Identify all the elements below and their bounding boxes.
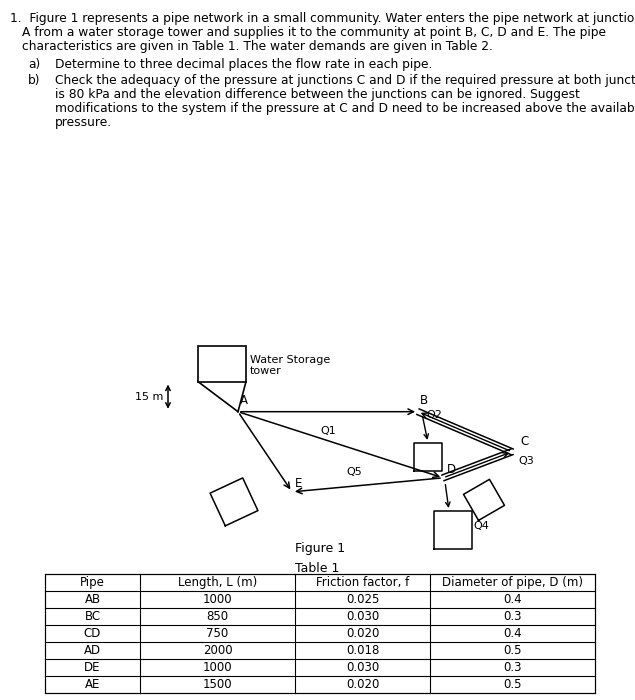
Text: is 80 kPa and the elevation difference between the junctions can be ignored. Sug: is 80 kPa and the elevation difference b… — [55, 88, 580, 101]
Text: 2000: 2000 — [203, 644, 232, 657]
Text: 0.025: 0.025 — [346, 593, 379, 606]
Text: 1000: 1000 — [203, 661, 232, 674]
Text: A: A — [240, 393, 248, 407]
Text: modifications to the system if the pressure at C and D need to be increased abov: modifications to the system if the press… — [55, 102, 635, 116]
Text: Figure 1: Figure 1 — [295, 542, 345, 555]
Text: Friction factor, f: Friction factor, f — [316, 575, 409, 589]
Text: Length, L (m): Length, L (m) — [178, 575, 257, 589]
Text: Table 1: Table 1 — [295, 561, 339, 575]
Text: AE: AE — [85, 678, 100, 691]
Text: Q1: Q1 — [320, 426, 336, 435]
Text: 0.5: 0.5 — [504, 644, 522, 657]
Text: Water Storage
tower: Water Storage tower — [250, 355, 330, 376]
Text: 0.4: 0.4 — [503, 593, 522, 606]
Text: E: E — [295, 477, 302, 490]
Bar — [198, 346, 246, 382]
Bar — [45, 573, 595, 693]
Text: 0.030: 0.030 — [346, 661, 379, 674]
Text: 1000: 1000 — [203, 593, 232, 606]
Text: 0.018: 0.018 — [346, 644, 379, 657]
Text: 1500: 1500 — [203, 678, 232, 691]
Text: Q2: Q2 — [426, 410, 442, 420]
Text: B: B — [420, 393, 428, 407]
Text: 0.3: 0.3 — [504, 610, 522, 623]
Text: A from a water storage tower and supplies it to the community at point B, C, D a: A from a water storage tower and supplie… — [22, 26, 606, 39]
Text: pressure.: pressure. — [55, 116, 112, 130]
Text: Q3: Q3 — [518, 456, 534, 466]
Text: 0.030: 0.030 — [346, 610, 379, 623]
Text: D: D — [447, 463, 456, 476]
Text: 0.3: 0.3 — [504, 661, 522, 674]
Text: CD: CD — [84, 626, 101, 640]
Text: Check the adequacy of the pressure at junctions C and D if the required pressure: Check the adequacy of the pressure at ju… — [55, 74, 635, 87]
Text: DE: DE — [84, 661, 101, 674]
Text: AD: AD — [84, 644, 101, 657]
Text: Q5: Q5 — [347, 467, 363, 477]
Text: BC: BC — [84, 610, 100, 623]
Text: Q4: Q4 — [473, 521, 489, 531]
Text: 15 m: 15 m — [135, 392, 163, 402]
Text: C: C — [520, 435, 528, 448]
Text: Pipe: Pipe — [80, 575, 105, 589]
Text: Diameter of pipe, D (m): Diameter of pipe, D (m) — [442, 575, 583, 589]
Text: a): a) — [28, 58, 40, 71]
Text: 850: 850 — [206, 610, 229, 623]
Text: AB: AB — [84, 593, 100, 606]
Text: characteristics are given in Table 1. The water demands are given in Table 2.: characteristics are given in Table 1. Th… — [22, 40, 493, 53]
Text: 0.020: 0.020 — [346, 626, 379, 640]
Text: 0.5: 0.5 — [504, 678, 522, 691]
Text: b): b) — [28, 74, 41, 87]
Text: 750: 750 — [206, 626, 229, 640]
Text: 0.4: 0.4 — [503, 626, 522, 640]
Text: 0.020: 0.020 — [346, 678, 379, 691]
Text: Determine to three decimal places the flow rate in each pipe.: Determine to three decimal places the fl… — [55, 58, 432, 71]
Text: 1.  Figure 1 represents a pipe network in a small community. Water enters the pi: 1. Figure 1 represents a pipe network in… — [10, 12, 635, 25]
